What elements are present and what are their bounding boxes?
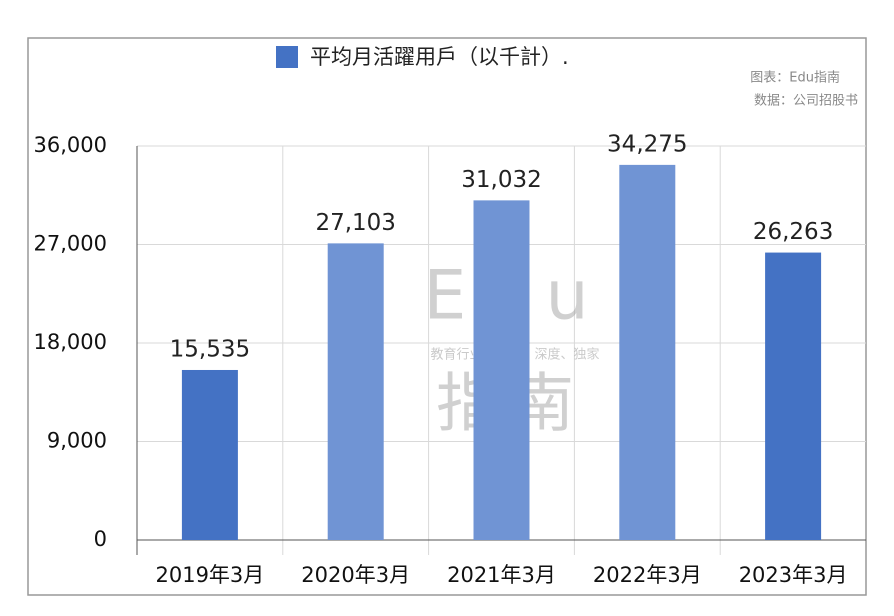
bar [619, 164, 676, 541]
value-label: 15,535 [170, 336, 250, 362]
y-tick-label: 27,000 [34, 232, 107, 256]
x-tick-label: 2020年3月 [301, 563, 410, 587]
x-tick-label: 2022年3月 [593, 563, 702, 587]
source-line: 图表：Edu指南 [750, 70, 840, 86]
bar [473, 200, 530, 540]
bar [765, 252, 822, 541]
y-tick-label: 18,000 [34, 330, 107, 354]
x-tick-label: 2019年3月 [155, 563, 264, 587]
value-label: 26,263 [753, 219, 833, 245]
legend-label: 平均月活躍用戶（以千計）. [310, 45, 569, 69]
bar [327, 243, 384, 540]
value-label: 27,103 [315, 210, 395, 236]
legend-swatch [276, 46, 298, 68]
y-tick-label: 0 [94, 527, 107, 551]
value-label: 31,032 [461, 167, 541, 193]
y-tick-label: 36,000 [34, 133, 107, 157]
y-tick-label: 9,000 [47, 429, 107, 453]
x-tick-label: 2023年3月 [739, 563, 848, 587]
source-line: 数据：公司招股书 [754, 94, 858, 109]
x-tick-label: 2021年3月 [447, 563, 556, 587]
bar [181, 369, 238, 540]
frame [27, 37, 867, 596]
value-label: 34,275 [607, 131, 687, 157]
